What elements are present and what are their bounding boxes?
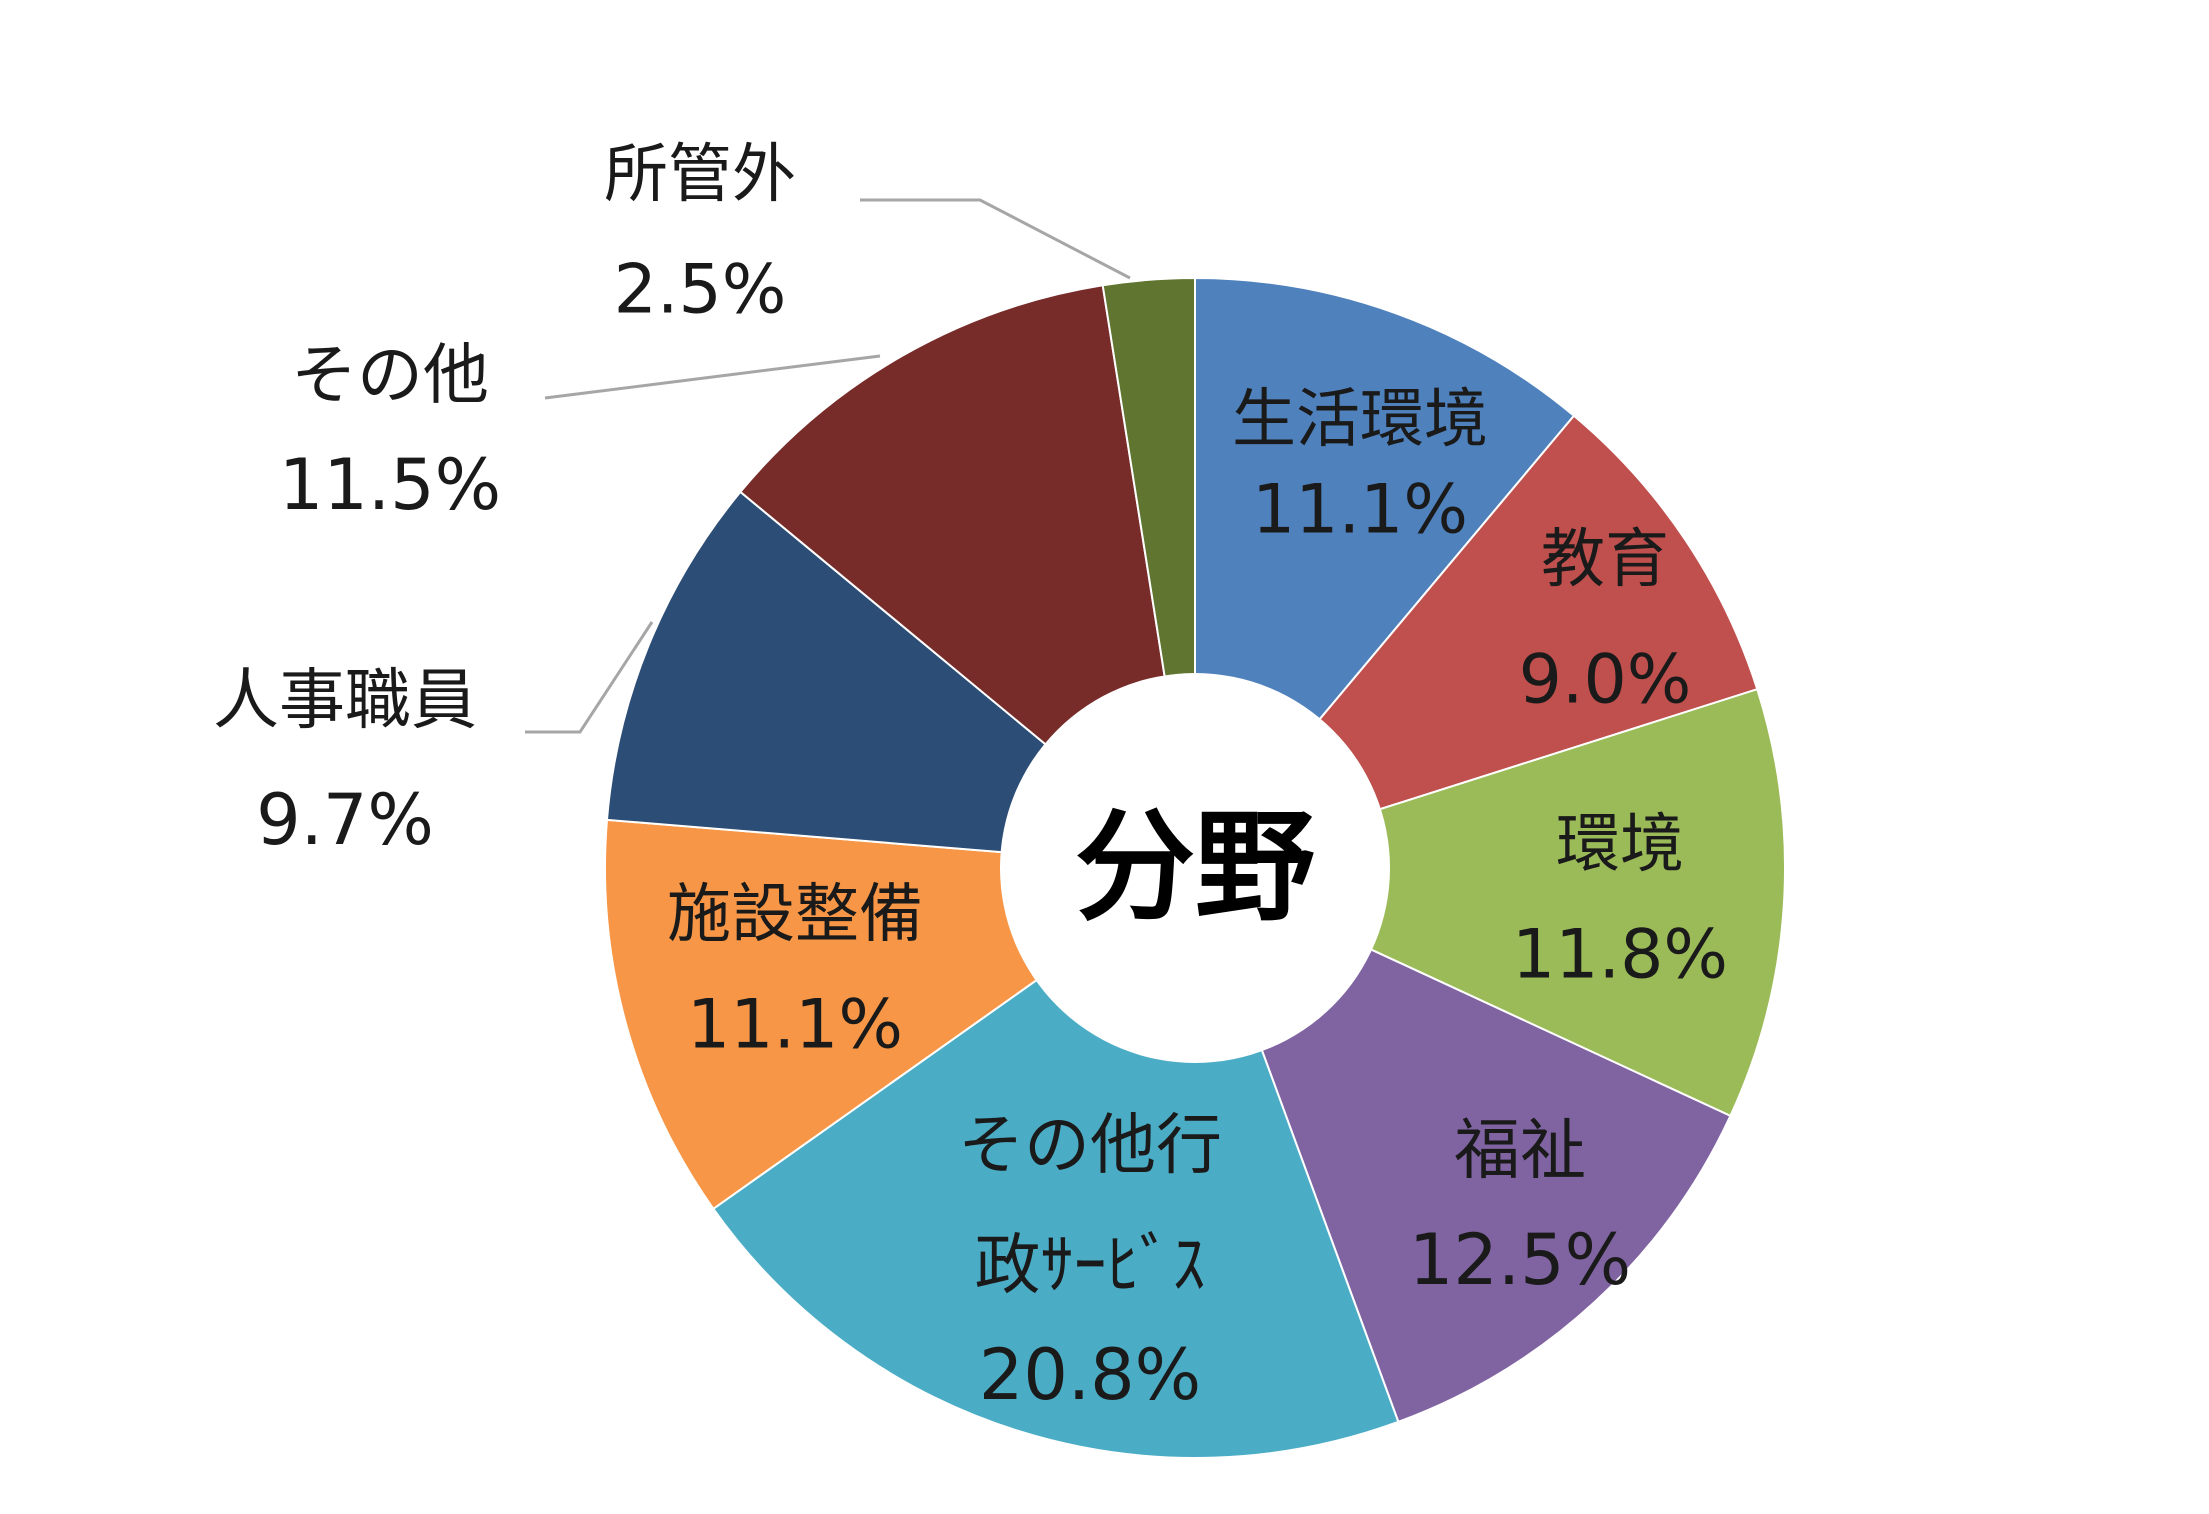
slice-category-label: 人事職員 (213, 662, 477, 739)
leader-line-7 (525, 621, 654, 734)
slice-category-label: 福祉 (1454, 1112, 1586, 1189)
leader-line-8 (544, 354, 881, 400)
slice-value-label: 11.1% (687, 986, 903, 1065)
leader-line-9 (860, 198, 1131, 280)
slice-category-label: 政ｻｰﾋﾞｽ (975, 1227, 1206, 1304)
slice-value-label: 11.5% (279, 444, 501, 526)
center-label: 分野 (1075, 799, 1315, 938)
slice-value-label: 9.7% (256, 779, 434, 861)
slice-category-label: 施設整備 (667, 878, 923, 952)
slice-category-label: その他 (291, 337, 489, 414)
slice-category-label: 教育 (1541, 523, 1669, 597)
slice-category-label: 生活環境 (1232, 383, 1488, 457)
leader-lines-layer (525, 198, 1131, 734)
center-hole (1000, 673, 1390, 1063)
slice-category-label: その他行 (958, 1107, 1222, 1184)
pie-slice-3 (1192, 687, 1786, 1118)
slice-value-label: 12.5% (1409, 1219, 1631, 1301)
slice-value-label: 11.1% (1252, 471, 1468, 550)
slice-value-label: 2.5% (614, 251, 787, 330)
slice-category-label: 環境 (1556, 808, 1684, 882)
slice-value-label: 11.8% (1512, 916, 1728, 995)
slice-value-label: 9.0% (1519, 641, 1692, 720)
slice-category-label: 所管外 (604, 138, 796, 212)
slice-value-label: 20.8% (979, 1334, 1201, 1416)
